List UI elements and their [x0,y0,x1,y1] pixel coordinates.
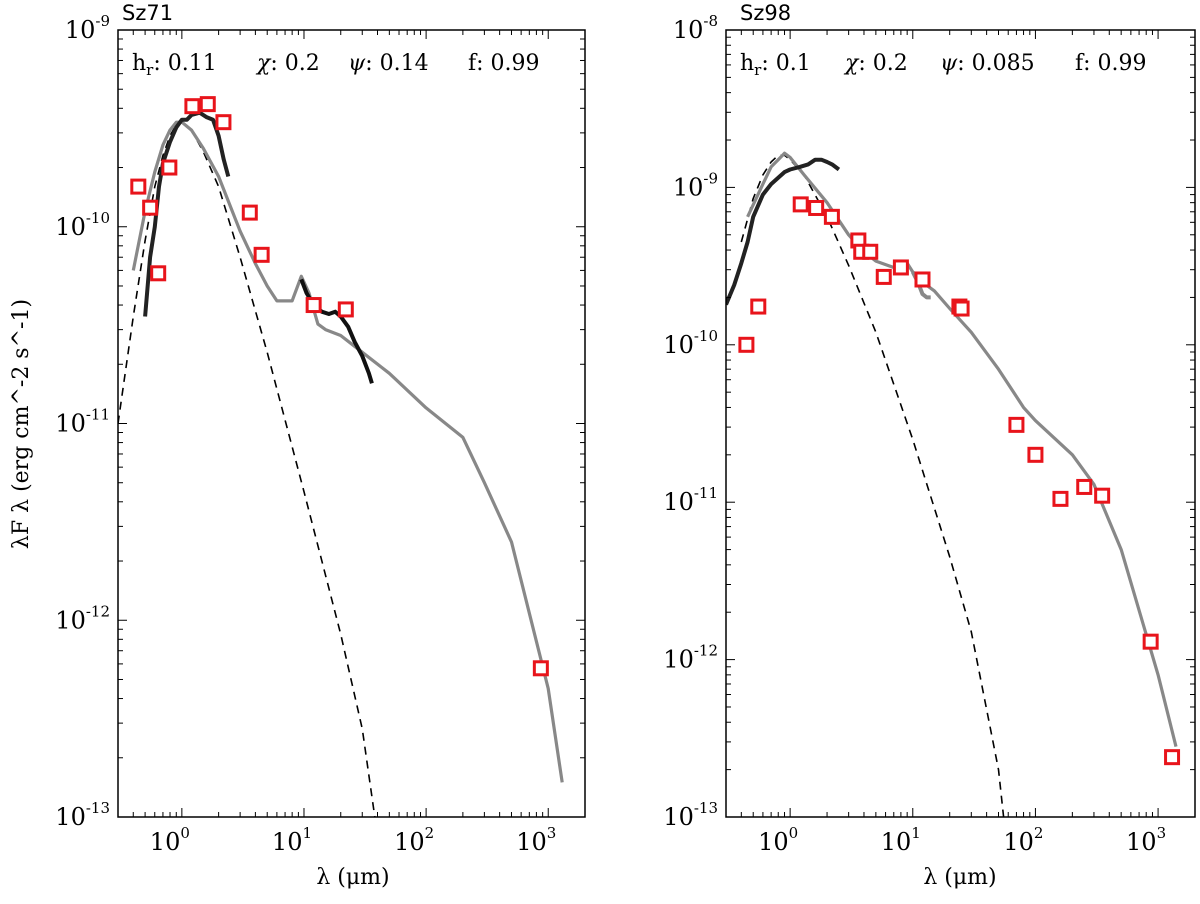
data-point [241,204,258,221]
param-hr: hr: 0.11 [132,51,217,79]
data-point [738,336,755,353]
x-tick-label: 102 [394,824,434,856]
x-axis: 100 101 102 103 [117,30,586,856]
param-psi: ψ: 0.14 [348,51,429,76]
series-line-IRS-spectrum [299,278,374,384]
y-tick-label: 10-13 [55,799,110,831]
data-point [750,298,767,315]
y-tick-label: 10-8 [673,12,718,44]
y-tick-label: 10-11 [663,484,718,516]
data-point [1008,416,1025,433]
x-tick-label: 101 [272,824,312,856]
y-tick-label: 10-12 [663,642,718,674]
data-point [142,199,159,216]
param-psi: ψ: 0.085 [940,51,1035,76]
x-axis-label: λ (μm) [923,865,996,890]
data-point [532,660,549,677]
data-point [792,196,809,213]
x-tick-label: 103 [1126,824,1166,856]
plot-area [726,151,1181,817]
panel-title: Sz98 [740,1,791,25]
x-tick-label: 100 [150,824,190,856]
data-point [1094,487,1111,504]
series-line-model-SED [131,120,564,783]
data-point [161,159,178,176]
y-tick-label: 10-10 [55,209,110,241]
x-tick-label: 100 [758,824,798,856]
data-point [253,246,270,263]
y-axis: 10-8 10-9 10-10 10-11 10-12 10-13 [663,12,1195,831]
y-tick-label: 10-9 [65,12,110,44]
y-tick-label: 10-13 [663,799,718,831]
x-axis: 100 101 102 103 [725,30,1196,856]
data-point [305,297,322,314]
y-tick-label: 10-10 [663,327,718,359]
param-f: f: 0.99 [468,51,540,76]
x-tick-label: 103 [516,824,556,856]
param-f: f: 0.99 [1075,51,1147,76]
y-axis-label: λF λ (erg cm^-2 s^-1) [9,299,34,549]
y-tick-label: 10-12 [55,602,110,634]
data-point [808,199,825,216]
y-axis: 10-9 10-10 10-11 10-12 10-13 [55,12,585,831]
data-point [184,98,201,115]
data-point [215,114,232,131]
y-tick-label: 10-9 [673,169,718,201]
data-point [1142,633,1159,650]
param-hr: hr: 0.1 [740,51,811,79]
data-point [150,265,167,282]
data-point [1052,490,1069,507]
data-point [1164,749,1181,766]
panel-title: Sz71 [122,1,173,25]
data-point [892,259,909,276]
plot-area [118,96,564,817]
data-point [337,301,354,318]
data-point [199,96,216,113]
data-point [130,178,147,195]
data-point [1027,446,1044,463]
x-tick-label: 101 [881,824,921,856]
y-tick-label: 10-11 [55,406,110,438]
data-point [953,300,970,317]
params-row: hr: 0.11 χ: 0.2 ψ: 0.14 f: 0.99 [132,51,540,79]
data-point [1076,478,1093,495]
series-line-optical-spectrum [726,157,841,306]
param-chi: χ: 0.2 [843,51,908,76]
plot-frame [725,29,1196,818]
x-tick-label: 102 [1003,824,1043,856]
params-row: hr: 0.1 χ: 0.2 ψ: 0.085 f: 0.99 [740,51,1147,79]
param-chi: χ: 0.2 [255,51,320,76]
data-point [862,243,879,260]
series-line-model-SED [746,151,1178,747]
x-axis-label: λ (μm) [316,865,389,890]
series-line-photosphere [740,154,1005,817]
plot-frame [117,29,586,818]
data-point [875,268,892,285]
data-point [914,271,931,288]
data-point [823,208,840,225]
panel-sz98: Sz98 10-8 10-9 10-10 10-11 10-12 10-13 100 101… [663,1,1196,890]
